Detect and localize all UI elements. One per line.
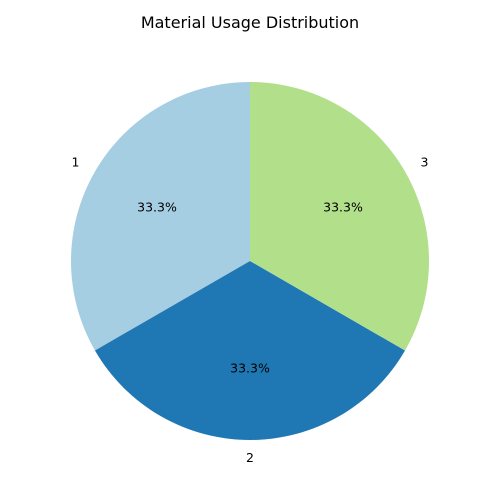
slice-percent-1: 33.3% (137, 199, 177, 214)
pie-slice-1 (71, 82, 251, 351)
pie-slice-3 (250, 82, 429, 351)
pie-labels: 1 33.3% 2 33.3% 3 33.3% (72, 155, 429, 465)
slice-label-3: 3 (421, 155, 429, 170)
slice-percent-2: 33.3% (230, 360, 270, 375)
slice-label-1: 1 (72, 155, 80, 170)
slice-label-2: 2 (246, 450, 254, 465)
chart-title: Material Usage Distribution (141, 13, 359, 32)
pie-slices (71, 82, 429, 440)
slice-percent-3: 33.3% (323, 199, 363, 214)
